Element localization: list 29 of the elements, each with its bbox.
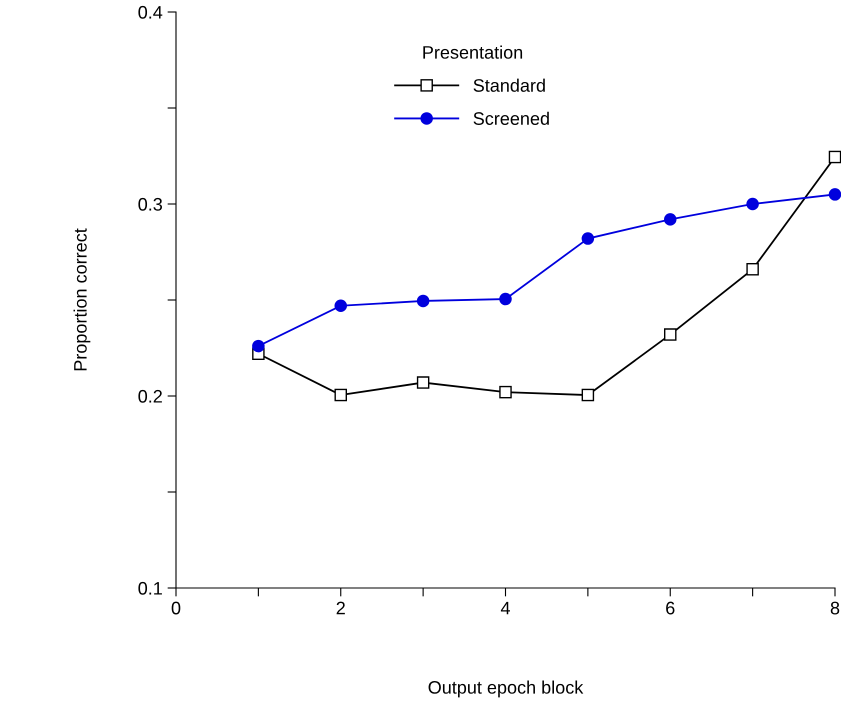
legend-label: Screened: [474, 112, 549, 125]
point: [252, 340, 265, 352]
point: [664, 213, 676, 226]
y-axis-title: Proportion correct: [74, 228, 90, 370]
point: [746, 198, 759, 210]
x-tick-label: 4: [500, 602, 510, 614]
point: [664, 328, 676, 341]
x-tick-label: 2: [336, 602, 345, 614]
legend-title: Presentation: [423, 46, 522, 59]
legend-label: Standard: [474, 78, 545, 92]
x-tick-label: 8: [830, 602, 840, 614]
point: [499, 386, 512, 398]
point: [334, 300, 347, 312]
x-tick-label: 0: [172, 602, 180, 614]
y-tick-label: 0.2: [138, 390, 162, 403]
point: [828, 150, 841, 164]
point: [582, 232, 594, 245]
x-axis-title: Output epoch block: [428, 680, 584, 698]
x-tick-label: 6: [666, 602, 674, 614]
y-tick-label: 0.3: [138, 198, 162, 211]
y-tick-label: 0.1: [138, 582, 162, 595]
point: [746, 263, 759, 276]
point: [828, 188, 841, 201]
point: [334, 388, 347, 402]
point: [416, 376, 430, 389]
point: [582, 388, 594, 402]
point: [499, 292, 512, 306]
point: [416, 294, 430, 308]
y-tick-label: 0.4: [138, 6, 162, 19]
